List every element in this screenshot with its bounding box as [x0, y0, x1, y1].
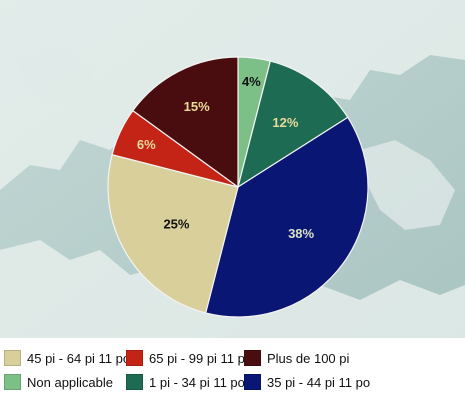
- pie-plot: 4% 12% 38% 25% 6% 15%: [107, 56, 369, 318]
- data-label-1: 12%: [272, 115, 298, 130]
- legend-label: 35 pi - 44 pi 11 po: [267, 374, 371, 390]
- legend-label: 1 pi - 34 pi 11 po: [149, 374, 245, 390]
- pie-data-labels: 4% 12% 38% 25% 6% 15%: [137, 74, 315, 241]
- legend-swatch: [244, 350, 261, 366]
- pie-slice-2: [204, 116, 369, 318]
- legend-swatch: [126, 374, 143, 390]
- pie-slice-5: [131, 56, 239, 189]
- legend-label: Non applicable: [27, 374, 114, 390]
- data-label-3: 25%: [163, 216, 189, 231]
- legend-label: 45 pi - 64 pi 11 po: [27, 350, 131, 366]
- legend-swatch: [126, 350, 143, 366]
- pie-slice-3: [107, 153, 239, 314]
- pie-slices: [107, 56, 369, 318]
- legend-item: 35 pi - 44 pi 11 po: [244, 374, 370, 390]
- data-label-5: 15%: [184, 99, 210, 114]
- legend-item: 65 pi - 99 pi 11 po: [126, 350, 252, 366]
- legend-item: 1 pi - 34 pi 11 po: [126, 374, 245, 390]
- legend-swatch: [244, 374, 261, 390]
- legend-swatch: [4, 374, 21, 390]
- pie-slice-1: [237, 60, 349, 189]
- legend-item: 45 pi - 64 pi 11 po: [4, 350, 130, 366]
- legend-swatch: [4, 350, 21, 366]
- map-island-west: [20, 45, 95, 105]
- data-label-4: 6%: [137, 137, 156, 152]
- legend-item: Plus de 100 pi: [244, 350, 349, 366]
- map-island: [360, 140, 455, 230]
- data-label-0: 4%: [242, 74, 261, 89]
- legend-label: Plus de 100 pi: [267, 350, 350, 366]
- data-label-2: 38%: [288, 226, 314, 241]
- legend: 45 pi - 64 pi 11 po 65 pi - 99 pi 11 po Pl…: [0, 338, 465, 402]
- legend-item: Non applicable: [4, 374, 113, 390]
- legend-label: 65 pi - 99 pi 11 po: [149, 350, 253, 366]
